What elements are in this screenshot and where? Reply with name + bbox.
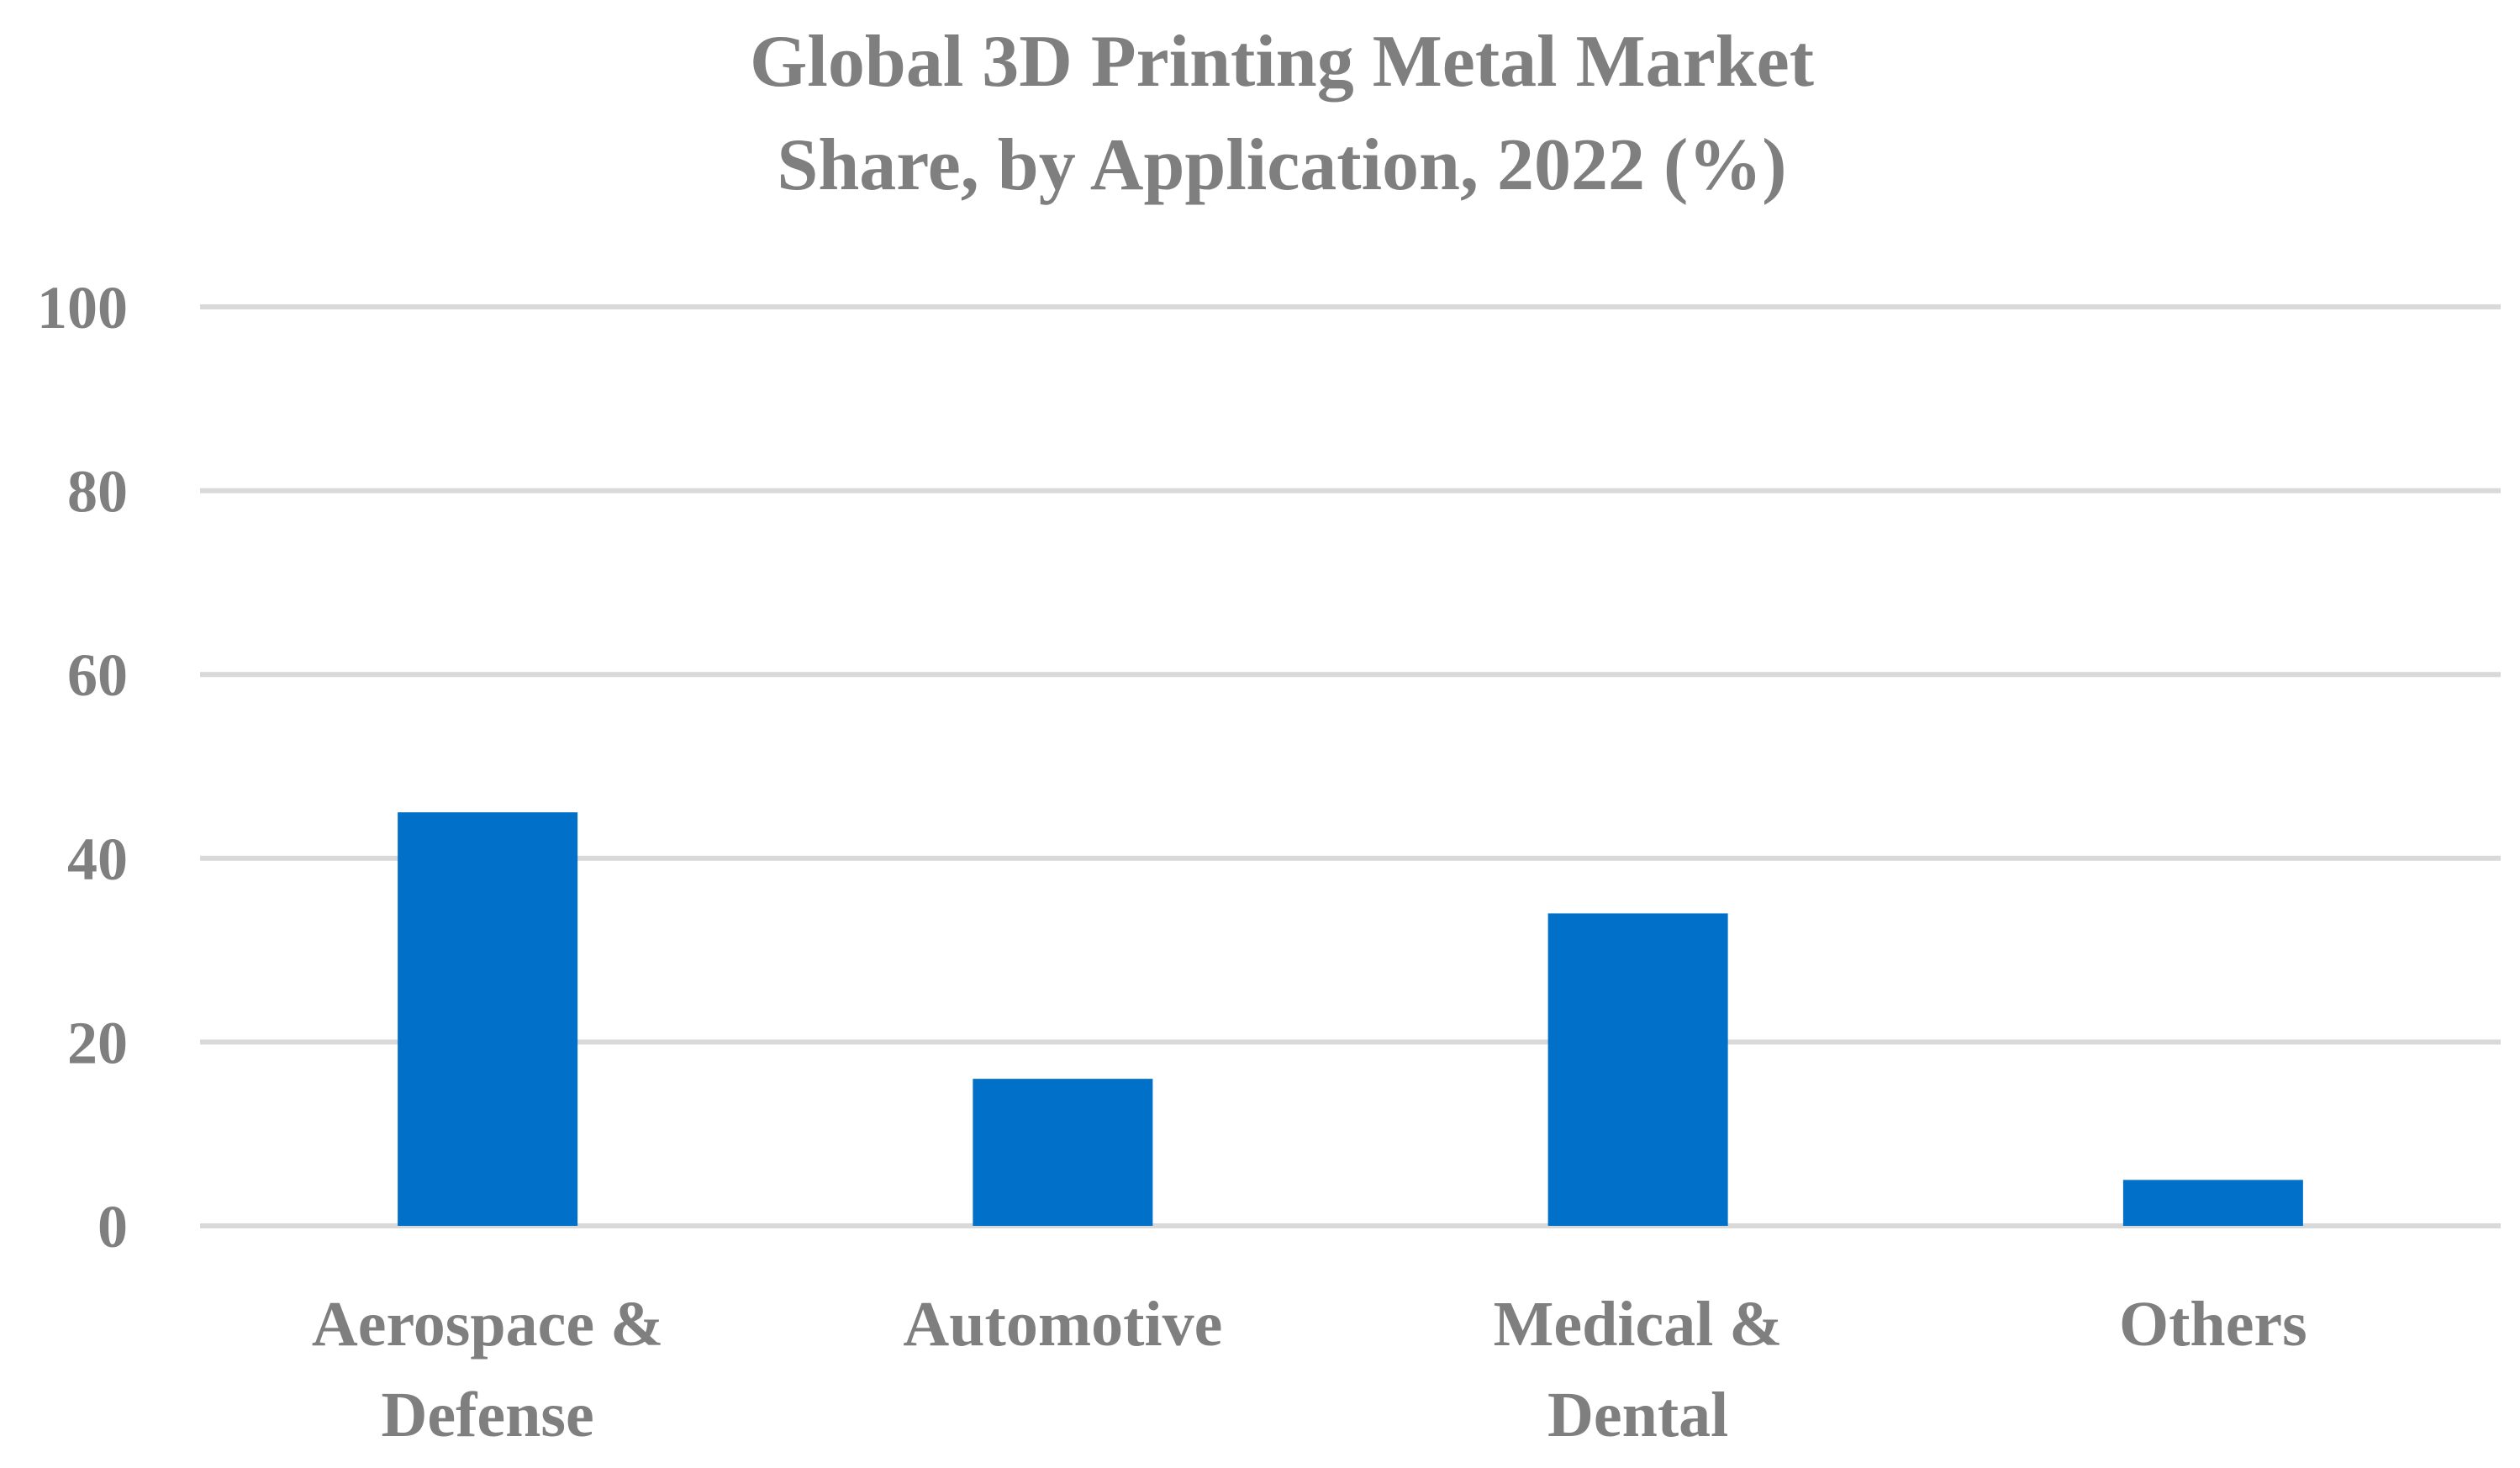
x-category-label-0-line-2: Defense bbox=[382, 1380, 594, 1450]
x-category-label-0-line-1: Aerospace & bbox=[312, 1289, 664, 1360]
y-tick-label-80: 80 bbox=[67, 458, 128, 525]
x-category-label-1-line-1: Automotive bbox=[903, 1289, 1222, 1360]
bar-0 bbox=[398, 812, 578, 1226]
x-axis-category-labels: Aerospace & Defense Automotive Medical & Den… bbox=[312, 1289, 2307, 1450]
y-tick-label-40: 40 bbox=[67, 826, 128, 893]
y-axis-tick-labels: 0 20 40 60 80 100 bbox=[37, 274, 128, 1260]
gridlines bbox=[200, 304, 2501, 1228]
bars bbox=[398, 812, 2303, 1226]
bar-3 bbox=[2122, 1180, 2303, 1226]
x-category-label-2-line-1: Medical & bbox=[1494, 1289, 1783, 1360]
y-tick-label-60: 60 bbox=[67, 642, 128, 709]
chart-title-line-1: Global 3D Printing Metal Market bbox=[750, 21, 1814, 103]
y-tick-label-0: 0 bbox=[98, 1193, 128, 1260]
bar-1 bbox=[973, 1079, 1153, 1226]
chart-title: Global 3D Printing Metal Market Share, b… bbox=[750, 21, 1814, 206]
bar-2 bbox=[1547, 913, 1728, 1226]
x-category-label-2-line-2: Dental bbox=[1547, 1380, 1728, 1450]
y-tick-label-20: 20 bbox=[67, 1009, 128, 1076]
y-tick-label-100: 100 bbox=[37, 274, 128, 341]
chart-title-line-2: Share, by Application, 2022 (%) bbox=[777, 124, 1786, 206]
x-category-label-3-line-1: Others bbox=[2119, 1289, 2307, 1360]
